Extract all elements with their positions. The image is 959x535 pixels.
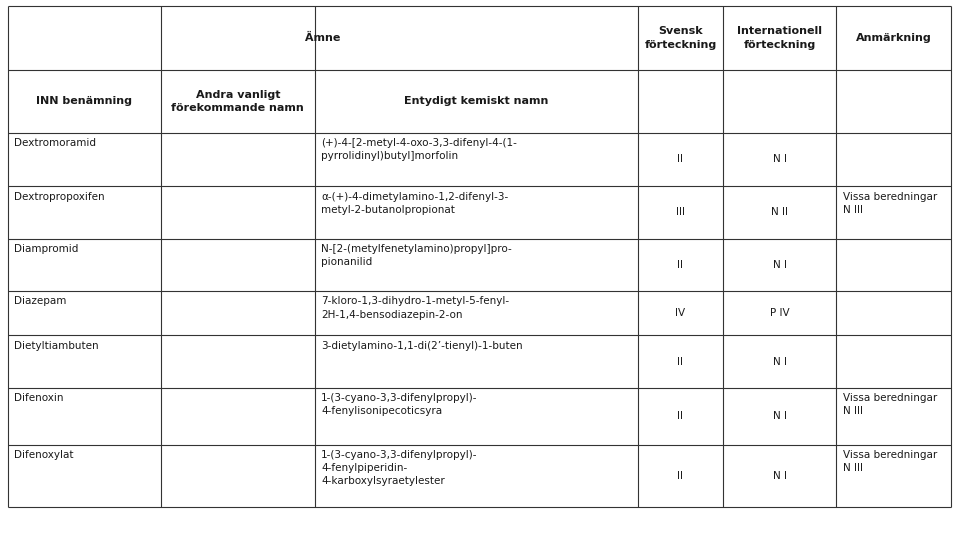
Text: Internationell
förteckning: Internationell förteckning — [737, 26, 822, 50]
Text: N I: N I — [773, 357, 786, 366]
Text: N I: N I — [773, 155, 786, 164]
Text: Anmärkning: Anmärkning — [856, 33, 931, 43]
Text: II: II — [677, 471, 684, 481]
Text: 3-dietylamino-1,1-di(2’-tienyl)-1-buten: 3-dietylamino-1,1-di(2’-tienyl)-1-buten — [321, 341, 523, 351]
Text: II: II — [677, 357, 684, 366]
Text: Vissa beredningar
N III: Vissa beredningar N III — [843, 450, 937, 473]
Text: N I: N I — [773, 260, 786, 270]
Text: IV: IV — [675, 308, 686, 318]
Text: Dietyltiambuten: Dietyltiambuten — [14, 341, 99, 351]
Text: N I: N I — [773, 411, 786, 421]
Text: N II: N II — [771, 208, 788, 217]
Text: (+)-4-[2-metyl-4-oxo-3,3-difenyl-4-(1-
pyrrolidinyl)butyl]morfolin: (+)-4-[2-metyl-4-oxo-3,3-difenyl-4-(1- p… — [321, 138, 517, 161]
Text: II: II — [677, 155, 684, 164]
Text: II: II — [677, 260, 684, 270]
Text: Vissa beredningar
N III: Vissa beredningar N III — [843, 192, 937, 215]
Text: Diampromid: Diampromid — [14, 244, 79, 254]
Text: Svensk
förteckning: Svensk förteckning — [644, 26, 716, 50]
Text: Diazepam: Diazepam — [14, 296, 67, 307]
Text: N I: N I — [773, 471, 786, 481]
Text: Vissa beredningar
N III: Vissa beredningar N III — [843, 393, 937, 416]
Text: III: III — [676, 208, 685, 217]
Text: N-[2-(metylfenetylamino)propyl]pro-
pionanilid: N-[2-(metylfenetylamino)propyl]pro- pion… — [321, 244, 512, 267]
Text: Difenoxin: Difenoxin — [14, 393, 64, 403]
Text: Ämne: Ämne — [305, 33, 340, 43]
Text: 1-(3-cyano-3,3-difenylpropyl)-
4-fenylpiperidin-
4-karboxylsyraetylester: 1-(3-cyano-3,3-difenylpropyl)- 4-fenylpi… — [321, 450, 478, 486]
Text: II: II — [677, 411, 684, 421]
Text: Dextromoramid: Dextromoramid — [14, 138, 97, 148]
Text: Dextropropoxifen: Dextropropoxifen — [14, 192, 105, 202]
Text: α-(+)-4-dimetylamino-1,2-difenyl-3-
metyl-2-butanolpropionat: α-(+)-4-dimetylamino-1,2-difenyl-3- mety… — [321, 192, 508, 215]
Text: INN benämning: INN benämning — [36, 96, 132, 106]
Text: 1-(3-cyano-3,3-difenylpropyl)-
4-fenylisonipecoticsyra: 1-(3-cyano-3,3-difenylpropyl)- 4-fenylis… — [321, 393, 478, 416]
Text: Andra vanligt
förekommande namn: Andra vanligt förekommande namn — [172, 89, 304, 113]
Text: P IV: P IV — [770, 308, 789, 318]
Text: Difenoxylat: Difenoxylat — [14, 450, 74, 460]
Text: 7-kloro-1,3-dihydro-1-metyl-5-fenyl-
2H-1,4-bensodiazepin-2-on: 7-kloro-1,3-dihydro-1-metyl-5-fenyl- 2H-… — [321, 296, 509, 319]
Text: Entydigt kemiskt namn: Entydigt kemiskt namn — [404, 96, 549, 106]
